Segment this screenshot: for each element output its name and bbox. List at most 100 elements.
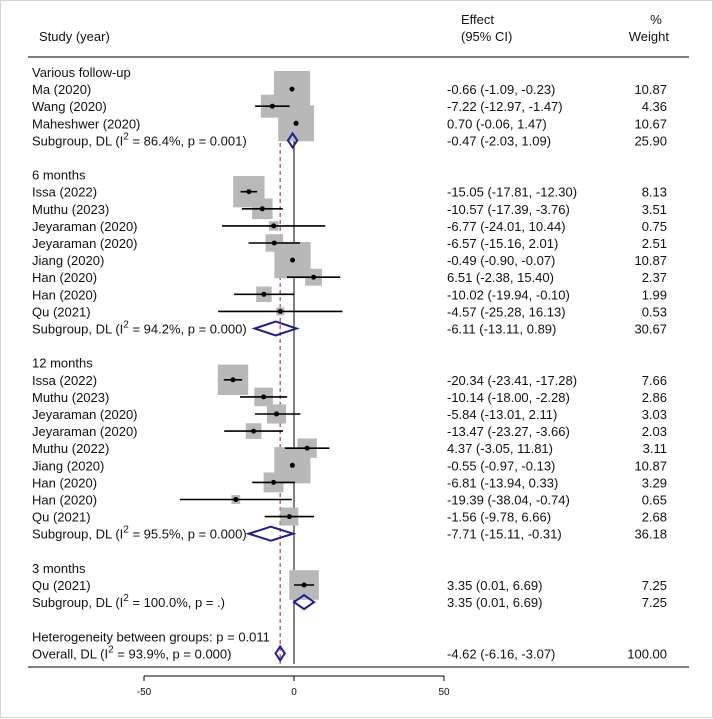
subgroup-title: Various follow-up: [32, 65, 131, 80]
study-ci-text: -0.49 (-0.90, -0.07): [447, 253, 555, 268]
effect-marker: [271, 240, 277, 246]
subgroup-title: 12 months: [32, 356, 93, 371]
study-weight-text: 10.87: [634, 253, 667, 268]
study-weight-text: 10.87: [634, 458, 667, 473]
study-ci-text: 3.35 (0.01, 6.69): [447, 578, 542, 593]
study-label: Maheshwer (2020): [32, 116, 140, 131]
study-label: Jeyaraman (2020): [32, 407, 138, 422]
study-weight-text: 3.51: [642, 202, 667, 217]
effect-marker: [261, 291, 267, 297]
header-study: Study (year): [39, 29, 110, 44]
subgroup-ci-text: 3.35 (0.01, 6.69): [447, 595, 542, 610]
effect-marker: [269, 103, 275, 109]
subgroup-summary-label: Subgroup, DL (I2 = 100.0%, p = .): [32, 593, 225, 610]
study-ci-text: -0.66 (-1.09, -0.23): [447, 82, 555, 97]
effect-marker: [293, 120, 299, 126]
effect-marker: [230, 377, 236, 383]
study-ci-text: -6.57 (-15.16, 2.01): [447, 236, 558, 251]
study-label: Muthu (2023): [32, 202, 109, 217]
subgroup-title: 6 months: [32, 168, 86, 183]
study-weight-text: 4.36: [642, 99, 667, 114]
study-ci-text: -5.84 (-13.01, 2.11): [447, 407, 557, 422]
study-ci-text: -4.57 (-25.28, 16.13): [447, 304, 566, 319]
study-label: Issa (2022): [32, 373, 97, 388]
x-axis-tick-label: 50: [438, 687, 450, 698]
study-label: Jeyaraman (2020): [32, 424, 138, 439]
effect-marker: [277, 308, 283, 314]
study-ci-text: 6.51 (-2.38, 15.40): [447, 270, 554, 285]
study-label: Qu (2021): [32, 304, 91, 319]
effect-marker: [304, 445, 310, 451]
ci-lines: [179, 86, 343, 588]
study-weight-text: 10.87: [634, 82, 667, 97]
study-ci-text: -13.47 (-23.27, -3.66): [447, 424, 570, 439]
i-squared-superscript: 2: [123, 131, 129, 142]
subgroup-weight-text: 7.25: [642, 595, 667, 610]
study-ci-text: -10.02 (-19.94, -0.10): [447, 287, 570, 302]
study-weight-text: 3.29: [642, 475, 667, 490]
i-squared-superscript: 2: [108, 644, 114, 655]
study-label: Jiang (2020): [32, 458, 104, 473]
study-ci-text: -6.77 (-24.01, 10.44): [447, 219, 566, 234]
effect-marker: [251, 428, 257, 434]
diamonds: [245, 131, 316, 663]
study-ci-text: -7.22 (-12.97, -1.47): [447, 99, 563, 114]
study-label: Muthu (2022): [32, 441, 109, 456]
study-label: Han (2020): [32, 475, 97, 490]
reference-lines: [143, 72, 445, 681]
study-ci-text: -0.55 (-0.97, -0.13): [447, 458, 555, 473]
effect-marker: [301, 582, 307, 588]
study-ci-text: -6.81 (-13.94, 0.33): [447, 475, 558, 490]
effect-marker: [246, 189, 252, 195]
study-label: Issa (2022): [32, 185, 97, 200]
study-weight-text: 0.75: [642, 219, 667, 234]
study-ci-text: -15.05 (-17.81, -12.30): [447, 185, 577, 200]
study-label: Jeyaraman (2020): [32, 236, 138, 251]
subgroup-title: 3 months: [32, 561, 86, 576]
study-label: Wang (2020): [32, 99, 107, 114]
subgroup-ci-text: -0.47 (-2.03, 1.09): [447, 133, 551, 148]
study-weight-text: 3.03: [642, 407, 667, 422]
subgroup-summary-label: Subgroup, DL (I2 = 94.2%, p = 0.000): [32, 320, 247, 337]
subgroup-ci-text: -6.11 (-13.11, 0.89): [447, 322, 556, 337]
x-axis-tick-label: 0: [291, 687, 297, 698]
study-label: Muthu (2023): [32, 390, 109, 405]
study-weight-text: 3.11: [643, 441, 667, 456]
study-label: Qu (2021): [32, 578, 91, 593]
study-weight-text: 10.67: [634, 116, 667, 131]
subgroup-weight-text: 36.18: [634, 527, 667, 542]
header-effect: Effect: [461, 12, 494, 27]
study-weight-text: 2.37: [642, 270, 667, 285]
study-label: Han (2020): [32, 493, 97, 508]
effect-marker: [233, 497, 239, 502]
overall-diamond: [274, 644, 286, 663]
study-label: Han (2020): [32, 287, 97, 302]
subgroup-summary-label: Subgroup, DL (I2 = 86.4%, p = 0.001): [32, 131, 247, 148]
rows-layer: Various follow-up Ma (2020) -0.66 (-1.09, …: [32, 65, 667, 698]
effect-marker: [271, 223, 277, 229]
study-weight-text: 7.25: [642, 578, 667, 593]
effect-marker: [289, 86, 295, 92]
subgroup-weight-text: 25.90: [634, 133, 667, 148]
subgroup-diamond: [286, 131, 299, 150]
study-weight-text: 0.65: [642, 493, 667, 508]
heterogeneity-text: Heterogeneity between groups: p = 0.011: [32, 629, 270, 644]
study-weight-text: 8.13: [642, 185, 667, 200]
study-label: Han (2020): [32, 270, 97, 285]
effect-marker: [273, 411, 279, 417]
study-weight-text: 7.66: [642, 373, 667, 388]
overall-label: Overall, DL (I2 = 93.9%, p = 0.000): [32, 644, 231, 661]
study-ci-text: -10.14 (-18.00, -2.28): [447, 390, 570, 405]
study-ci-text: -10.57 (-17.39, -3.76): [447, 202, 570, 217]
effect-marker: [311, 274, 317, 280]
study-weight-text: 0.53: [642, 304, 667, 319]
header-weight-symbol: %: [650, 12, 662, 27]
study-weight-text: 2.03: [642, 424, 667, 439]
study-weight-text: 2.51: [642, 236, 667, 251]
subgroup-weight-text: 30.67: [634, 322, 667, 337]
study-weight-text: 1.99: [642, 287, 667, 302]
effect-marker: [289, 462, 295, 468]
study-label: Jeyaraman (2020): [32, 219, 138, 234]
study-label: Qu (2021): [32, 510, 91, 525]
